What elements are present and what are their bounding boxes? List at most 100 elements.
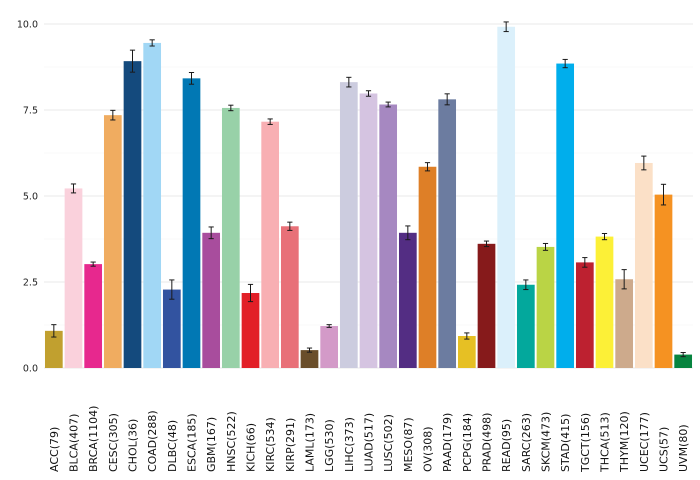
- x-axis: ACC(79) BLCA(407) BRCA(1104) CESC(305) CHOL(…: [48, 406, 690, 473]
- error-bar: [70, 183, 77, 194]
- x-tick-label: CHOL(36): [127, 419, 140, 472]
- error-bar: [562, 58, 568, 69]
- x-tick-label: KICH(66): [245, 423, 258, 472]
- y-tick-label: 0.0: [23, 364, 38, 375]
- bar: [84, 264, 103, 368]
- error-bar: [149, 39, 155, 47]
- bar: [674, 354, 693, 368]
- error-bar: [326, 324, 332, 328]
- y-tick-label: 5.0: [23, 192, 38, 203]
- bar: [457, 336, 476, 368]
- bars-group: [44, 26, 693, 369]
- error-bar: [287, 221, 293, 231]
- x-tick-label: LUSC(502): [382, 414, 395, 472]
- bar: [379, 104, 398, 368]
- x-tick-label: PCPG(184): [461, 413, 474, 472]
- x-tick-label: UVM(80): [677, 424, 690, 472]
- bar: [103, 115, 122, 368]
- x-tick-label: SARC(263): [520, 413, 533, 472]
- error-bar: [641, 155, 647, 171]
- bar: [615, 279, 634, 368]
- bar: [398, 232, 417, 368]
- error-bar: [385, 101, 391, 108]
- error-bar: [346, 76, 352, 88]
- bar: [359, 93, 378, 368]
- bar: [339, 82, 358, 369]
- x-tick-label: LIHC(373): [343, 417, 356, 472]
- bar: [418, 166, 437, 368]
- bar: [477, 243, 496, 368]
- bar: [536, 246, 555, 368]
- bar: [44, 330, 63, 368]
- error-bar: [601, 232, 608, 241]
- bar: [300, 350, 319, 368]
- error-bar: [405, 225, 411, 241]
- error-bar: [621, 269, 627, 290]
- error-bar: [228, 104, 234, 112]
- error-bar: [267, 118, 273, 125]
- bar: [202, 232, 221, 368]
- bar: [241, 293, 260, 368]
- error-bar: [424, 162, 431, 172]
- error-bar: [582, 257, 588, 268]
- x-tick-label: THCA(513): [599, 412, 612, 473]
- bar: [143, 42, 162, 369]
- x-tick-label: STAD(415): [559, 414, 572, 472]
- error-bar: [542, 242, 549, 251]
- error-bar: [169, 279, 175, 300]
- x-tick-label: TGCT(156): [579, 413, 592, 473]
- bar: [634, 162, 653, 368]
- error-bar: [503, 21, 509, 33]
- y-tick-label: 10.0: [17, 20, 38, 31]
- x-tick-label: COAD(288): [146, 410, 159, 472]
- x-tick-label: PAAD(179): [441, 413, 454, 472]
- x-tick-label: BRCA(1104): [87, 406, 100, 472]
- error-bar: [110, 109, 116, 121]
- y-tick-label: 2.5: [23, 278, 38, 289]
- x-tick-label: BLCA(407): [68, 414, 81, 472]
- error-bar: [51, 324, 57, 338]
- x-tick-label: UCEC(177): [638, 412, 651, 472]
- error-bar: [188, 72, 195, 85]
- x-tick-label: READ(95): [500, 419, 513, 472]
- error-bar: [247, 283, 254, 303]
- bar: [595, 236, 614, 368]
- error-bar: [483, 240, 490, 248]
- x-tick-label: PRAD(498): [481, 413, 494, 472]
- x-tick-label: GBM(167): [205, 417, 218, 472]
- x-tick-label: HNSC(522): [225, 411, 238, 472]
- x-tick-label: DLBC(48): [166, 420, 179, 472]
- x-tick-label: MESO(87): [402, 417, 415, 472]
- error-bar: [464, 332, 470, 340]
- error-bar: [208, 226, 214, 240]
- bar: [280, 226, 299, 368]
- error-bar: [660, 183, 667, 206]
- bar: [654, 194, 673, 368]
- bar: [261, 121, 280, 368]
- bar: [182, 78, 201, 369]
- x-tick-label: THYM(120): [618, 411, 631, 473]
- bar: [575, 262, 594, 368]
- error-bar: [680, 352, 686, 358]
- bar: [123, 61, 142, 368]
- error-bar: [365, 90, 372, 97]
- error-bar: [523, 279, 529, 291]
- x-tick-label: ESCA(185): [186, 413, 199, 472]
- x-tick-label: LAML(173): [304, 413, 317, 472]
- error-bars-group: [51, 21, 686, 358]
- x-tick-label: SKCM(473): [540, 412, 553, 472]
- bar: [497, 26, 516, 368]
- bar: [438, 99, 457, 368]
- x-tick-label: UCS(57): [658, 427, 671, 472]
- error-bar: [306, 347, 313, 353]
- x-tick-label: LUAD(517): [363, 413, 376, 472]
- x-tick-label: LGG(530): [323, 419, 336, 472]
- bar: [221, 107, 240, 368]
- x-tick-label: ACC(79): [48, 427, 61, 472]
- bar: [516, 284, 535, 368]
- error-bar: [129, 49, 136, 73]
- bar: [162, 289, 181, 368]
- bar: [556, 63, 575, 369]
